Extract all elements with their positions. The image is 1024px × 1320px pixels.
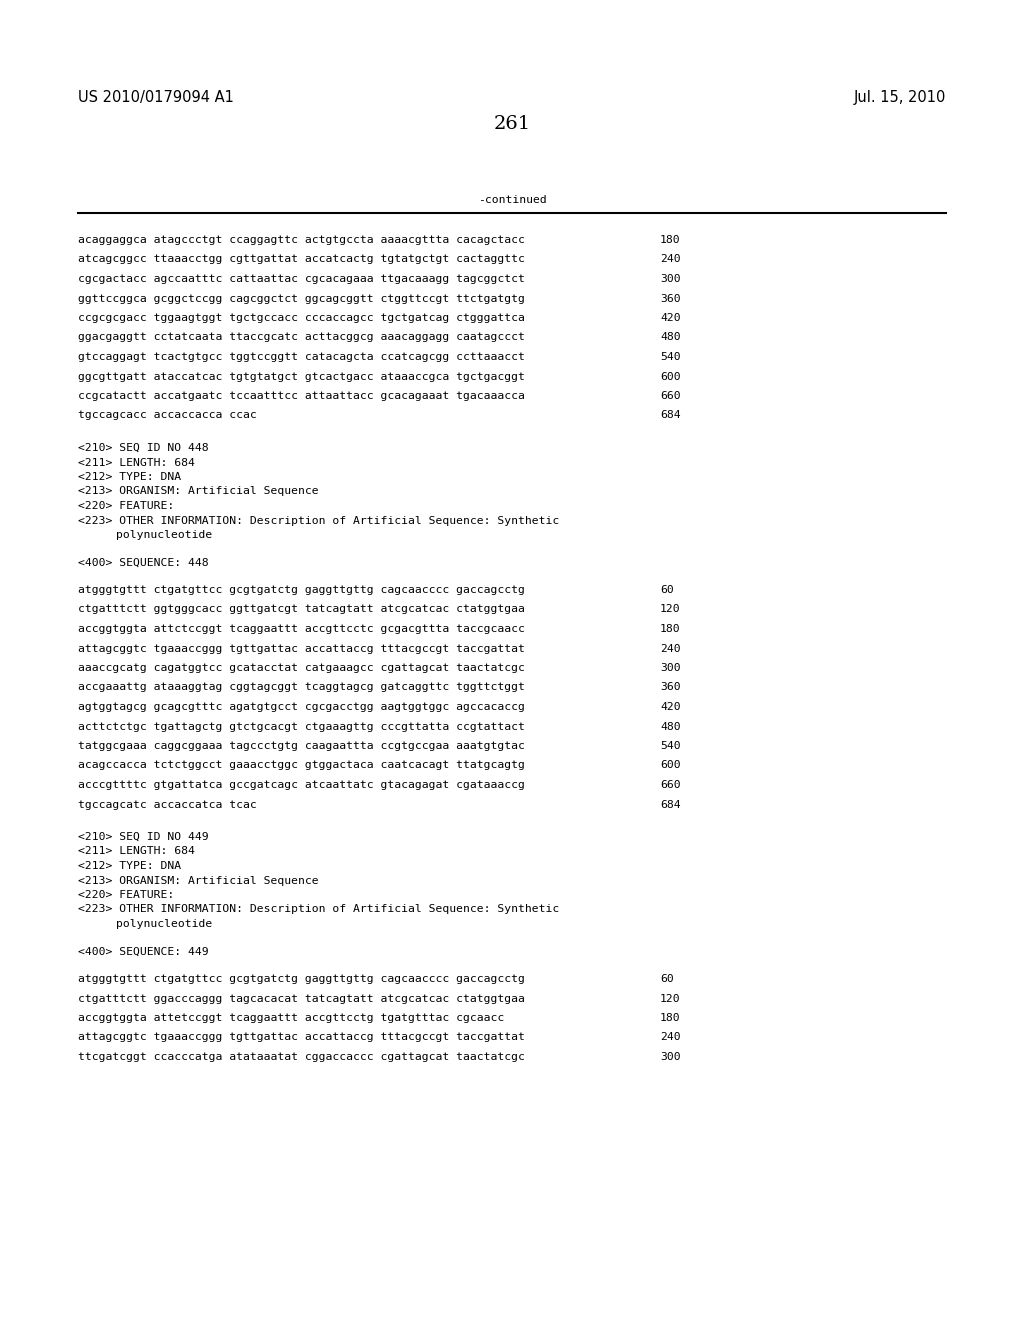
Text: 360: 360 (660, 293, 681, 304)
Text: gtccaggagt tcactgtgcc tggtccggtt catacagcta ccatcagcgg ccttaaacct: gtccaggagt tcactgtgcc tggtccggtt catacag… (78, 352, 525, 362)
Text: 660: 660 (660, 780, 681, 789)
Text: ggcgttgatt ataccatcac tgtgtatgct gtcactgacc ataaaccgca tgctgacggt: ggcgttgatt ataccatcac tgtgtatgct gtcactg… (78, 371, 525, 381)
Text: tgccagcatc accaccatca tcac: tgccagcatc accaccatca tcac (78, 800, 257, 809)
Text: atgggtgttt ctgatgttcc gcgtgatctg gaggttgttg cagcaacccc gaccagcctg: atgggtgttt ctgatgttcc gcgtgatctg gaggttg… (78, 585, 525, 595)
Text: <220> FEATURE:: <220> FEATURE: (78, 890, 174, 900)
Text: atcagcggcc ttaaacctgg cgttgattat accatcactg tgtatgctgt cactaggttc: atcagcggcc ttaaacctgg cgttgattat accatca… (78, 255, 525, 264)
Text: agtggtagcg gcagcgtttc agatgtgcct cgcgacctgg aagtggtggc agccacaccg: agtggtagcg gcagcgtttc agatgtgcct cgcgacc… (78, 702, 525, 711)
Text: 300: 300 (660, 275, 681, 284)
Text: 600: 600 (660, 371, 681, 381)
Text: 180: 180 (660, 1012, 681, 1023)
Text: atgggtgttt ctgatgttcc gcgtgatctg gaggttgttg cagcaacccc gaccagcctg: atgggtgttt ctgatgttcc gcgtgatctg gaggttg… (78, 974, 525, 983)
Text: 684: 684 (660, 800, 681, 809)
Text: tgccagcacc accaccacca ccac: tgccagcacc accaccacca ccac (78, 411, 257, 421)
Text: ccgcgcgacc tggaagtggt tgctgccacc cccaccagcc tgctgatcag ctgggattca: ccgcgcgacc tggaagtggt tgctgccacc cccacca… (78, 313, 525, 323)
Text: acagccacca tctctggcct gaaacctggc gtggactaca caatcacagt ttatgcagtg: acagccacca tctctggcct gaaacctggc gtggact… (78, 760, 525, 771)
Text: <210> SEQ ID NO 448: <210> SEQ ID NO 448 (78, 444, 209, 453)
Text: 240: 240 (660, 1032, 681, 1043)
Text: <213> ORGANISM: Artificial Sequence: <213> ORGANISM: Artificial Sequence (78, 875, 318, 886)
Text: 660: 660 (660, 391, 681, 401)
Text: 180: 180 (660, 235, 681, 246)
Text: polynucleotide: polynucleotide (116, 919, 212, 929)
Text: 60: 60 (660, 974, 674, 983)
Text: acaggaggca atagccctgt ccaggagttc actgtgccta aaaacgttta cacagctacc: acaggaggca atagccctgt ccaggagttc actgtgc… (78, 235, 525, 246)
Text: <213> ORGANISM: Artificial Sequence: <213> ORGANISM: Artificial Sequence (78, 487, 318, 496)
Text: <212> TYPE: DNA: <212> TYPE: DNA (78, 473, 181, 482)
Text: 600: 600 (660, 760, 681, 771)
Text: attagcggtc tgaaaccggg tgttgattac accattaccg tttacgccgt taccgattat: attagcggtc tgaaaccggg tgttgattac accatta… (78, 1032, 525, 1043)
Text: Jul. 15, 2010: Jul. 15, 2010 (854, 90, 946, 106)
Text: 180: 180 (660, 624, 681, 634)
Text: <223> OTHER INFORMATION: Description of Artificial Sequence: Synthetic: <223> OTHER INFORMATION: Description of … (78, 516, 559, 525)
Text: 240: 240 (660, 644, 681, 653)
Text: 540: 540 (660, 352, 681, 362)
Text: 300: 300 (660, 663, 681, 673)
Text: 120: 120 (660, 994, 681, 1003)
Text: 480: 480 (660, 722, 681, 731)
Text: <223> OTHER INFORMATION: Description of Artificial Sequence: Synthetic: <223> OTHER INFORMATION: Description of … (78, 904, 559, 915)
Text: 684: 684 (660, 411, 681, 421)
Text: cgcgactacc agccaatttc cattaattac cgcacagaaa ttgacaaagg tagcggctct: cgcgactacc agccaatttc cattaattac cgcacag… (78, 275, 525, 284)
Text: <220> FEATURE:: <220> FEATURE: (78, 502, 174, 511)
Text: accggtggta attctccggt tcaggaattt accgttcctc gcgacgttta taccgcaacc: accggtggta attctccggt tcaggaattt accgttc… (78, 624, 525, 634)
Text: <211> LENGTH: 684: <211> LENGTH: 684 (78, 846, 195, 857)
Text: 120: 120 (660, 605, 681, 615)
Text: 480: 480 (660, 333, 681, 342)
Text: aaaccgcatg cagatggtcc gcatacctat catgaaagcc cgattagcat taactatcgc: aaaccgcatg cagatggtcc gcatacctat catgaaa… (78, 663, 525, 673)
Text: attagcggtc tgaaaccggg tgttgattac accattaccg tttacgccgt taccgattat: attagcggtc tgaaaccggg tgttgattac accatta… (78, 644, 525, 653)
Text: 60: 60 (660, 585, 674, 595)
Text: tatggcgaaa caggcggaaa tagccctgtg caagaattta ccgtgccgaa aaatgtgtac: tatggcgaaa caggcggaaa tagccctgtg caagaat… (78, 741, 525, 751)
Text: ccgcatactt accatgaatc tccaatttcc attaattacc gcacagaaat tgacaaacca: ccgcatactt accatgaatc tccaatttcc attaatt… (78, 391, 525, 401)
Text: accggtggta attetccggt tcaggaattt accgttcctg tgatgtttac cgcaacc: accggtggta attetccggt tcaggaattt accgttc… (78, 1012, 504, 1023)
Text: 240: 240 (660, 255, 681, 264)
Text: -continued: -continued (477, 195, 547, 205)
Text: <212> TYPE: DNA: <212> TYPE: DNA (78, 861, 181, 871)
Text: ggttccggca gcggctccgg cagcggctct ggcagcggtt ctggttccgt ttctgatgtg: ggttccggca gcggctccgg cagcggctct ggcagcg… (78, 293, 525, 304)
Text: ctgatttctt ggacccaggg tagcacacat tatcagtatt atcgcatcac ctatggtgaa: ctgatttctt ggacccaggg tagcacacat tatcagt… (78, 994, 525, 1003)
Text: acttctctgc tgattagctg gtctgcacgt ctgaaagttg cccgttatta ccgtattact: acttctctgc tgattagctg gtctgcacgt ctgaaag… (78, 722, 525, 731)
Text: accgaaattg ataaaggtag cggtagcggt tcaggtagcg gatcaggttc tggttctggt: accgaaattg ataaaggtag cggtagcggt tcaggta… (78, 682, 525, 693)
Text: acccgttttc gtgattatca gccgatcagc atcaattatc gtacagagat cgataaaccg: acccgttttc gtgattatca gccgatcagc atcaatt… (78, 780, 525, 789)
Text: <400> SEQUENCE: 448: <400> SEQUENCE: 448 (78, 557, 209, 568)
Text: <400> SEQUENCE: 449: <400> SEQUENCE: 449 (78, 946, 209, 957)
Text: 261: 261 (494, 115, 530, 133)
Text: ttcgatcggt ccacccatga atataaatat cggaccaccc cgattagcat taactatcgc: ttcgatcggt ccacccatga atataaatat cggacca… (78, 1052, 525, 1063)
Text: <210> SEQ ID NO 449: <210> SEQ ID NO 449 (78, 832, 209, 842)
Text: 300: 300 (660, 1052, 681, 1063)
Text: polynucleotide: polynucleotide (116, 531, 212, 540)
Text: 420: 420 (660, 313, 681, 323)
Text: ggacgaggtt cctatcaata ttaccgcatc acttacggcg aaacaggagg caatagccct: ggacgaggtt cctatcaata ttaccgcatc acttacg… (78, 333, 525, 342)
Text: 540: 540 (660, 741, 681, 751)
Text: US 2010/0179094 A1: US 2010/0179094 A1 (78, 90, 233, 106)
Text: ctgatttctt ggtgggcacc ggttgatcgt tatcagtatt atcgcatcac ctatggtgaa: ctgatttctt ggtgggcacc ggttgatcgt tatcagt… (78, 605, 525, 615)
Text: <211> LENGTH: 684: <211> LENGTH: 684 (78, 458, 195, 467)
Text: 420: 420 (660, 702, 681, 711)
Text: 360: 360 (660, 682, 681, 693)
